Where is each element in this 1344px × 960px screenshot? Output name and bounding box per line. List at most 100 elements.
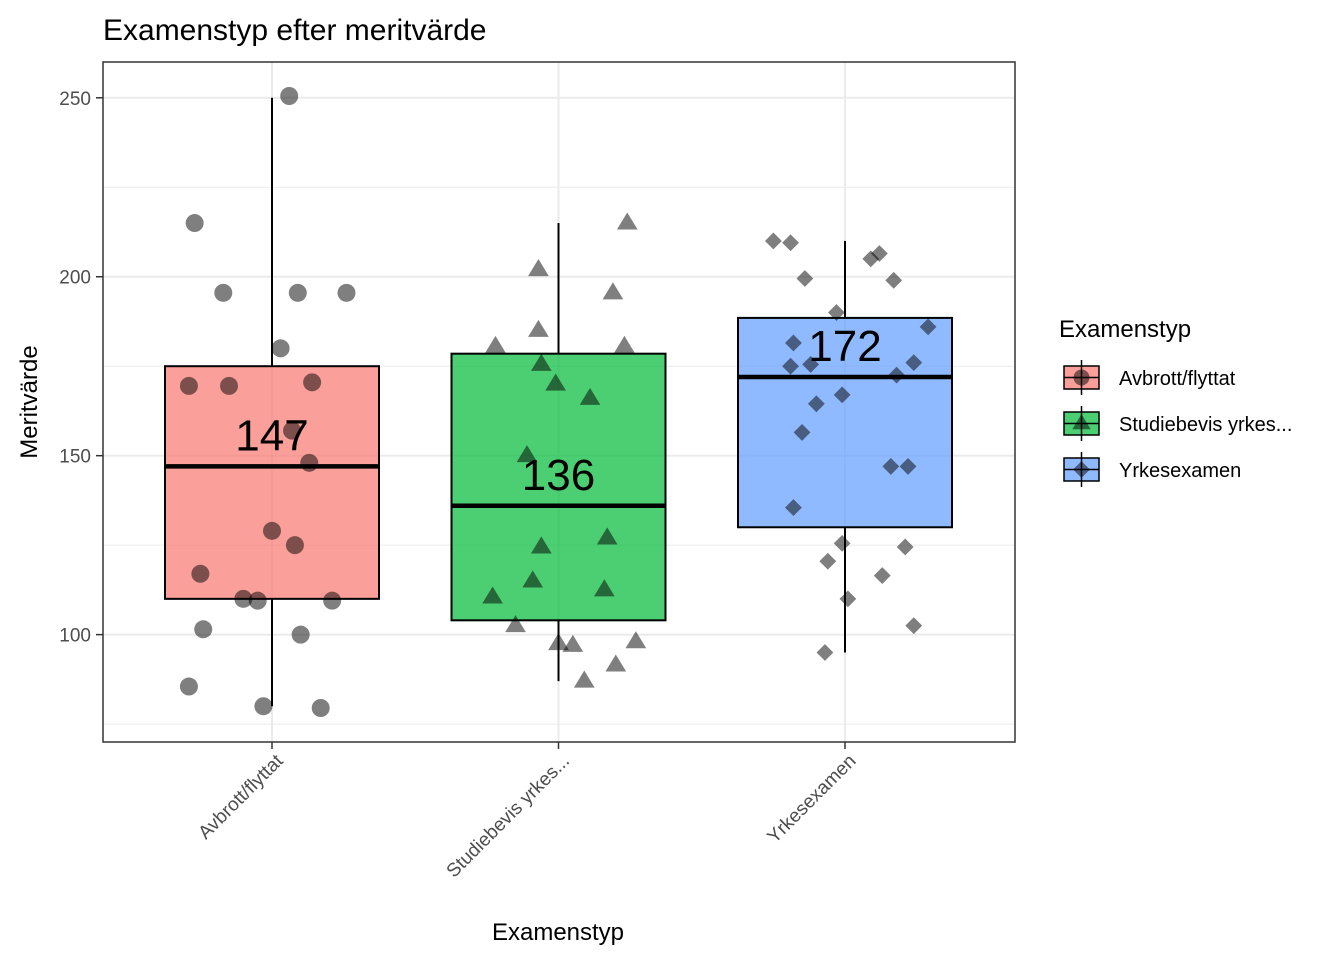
- x-axis: Avbrott/flyttat Studiebevis yrkes... Yrkes…: [195, 742, 861, 882]
- legend-key-marker: [1073, 369, 1090, 386]
- data-point: [905, 354, 923, 372]
- data-point: [882, 458, 900, 475]
- data-point: [545, 373, 566, 391]
- data-point: [885, 271, 903, 289]
- data-point: [764, 232, 782, 250]
- legend-title: Examenstyp: [1059, 316, 1191, 343]
- data-point: [899, 458, 917, 475]
- box-1: [164, 97, 380, 707]
- data-point: [782, 234, 799, 252]
- data-point: [191, 564, 210, 583]
- data-point: [839, 590, 857, 608]
- median-labels: 147 136 172: [235, 322, 881, 500]
- data-point: [285, 536, 304, 555]
- data-point: [482, 586, 503, 604]
- data-point: [573, 670, 595, 688]
- box-2: [450, 223, 667, 682]
- data-point: [311, 699, 330, 717]
- data-point: [323, 591, 342, 610]
- y-axis: 100 150 200 250: [59, 89, 103, 647]
- data-point: [602, 282, 624, 300]
- data-point: [288, 283, 307, 302]
- legend-entry-3: Yrkesexamen: [1063, 452, 1241, 487]
- box-iqr: [164, 365, 380, 600]
- median-label-2: 136: [522, 451, 595, 500]
- median-label-3: 172: [808, 322, 881, 371]
- data-point: [873, 567, 891, 584]
- y-tick-label: 200: [59, 268, 91, 289]
- data-point: [214, 283, 233, 302]
- data-point: [283, 421, 302, 440]
- data-point: [271, 339, 290, 358]
- data-point: [300, 453, 319, 472]
- data-point: [179, 677, 198, 696]
- legend-label: Studiebevis yrkes...: [1119, 414, 1292, 436]
- jitter-points: [179, 87, 937, 717]
- data-point: [248, 591, 267, 610]
- data-point: [337, 283, 356, 302]
- x-tick-label: Yrkesexamen: [764, 751, 861, 848]
- data-point: [919, 318, 937, 336]
- data-point: [833, 386, 851, 404]
- data-point: [819, 552, 837, 570]
- data-point: [485, 335, 506, 354]
- data-point: [785, 499, 802, 516]
- box-iqr: [737, 316, 953, 529]
- data-point: [605, 654, 627, 672]
- data-point: [862, 250, 880, 268]
- data-point: [303, 373, 322, 392]
- data-point: [782, 357, 799, 375]
- data-point: [625, 631, 647, 649]
- data-point: [596, 527, 618, 545]
- data-point: [505, 615, 526, 633]
- data-point: [516, 445, 538, 463]
- data-point: [614, 335, 635, 354]
- y-tick-label: 250: [59, 89, 91, 110]
- boxes: [164, 97, 953, 707]
- y-axis-title: Meritvärde: [16, 345, 43, 458]
- data-point: [522, 570, 544, 588]
- data-point: [816, 644, 834, 661]
- data-point: [234, 589, 253, 608]
- legend-key-marker: [1073, 461, 1090, 478]
- data-point: [793, 424, 811, 441]
- legend: Examenstyp Avbrott/flyttat Studiebevis yr…: [1059, 316, 1292, 487]
- data-point: [807, 395, 825, 413]
- data-point: [802, 356, 820, 373]
- legend-entry-1: Avbrott/flyttat: [1063, 360, 1236, 395]
- data-point: [185, 214, 204, 233]
- data-point: [796, 270, 814, 287]
- data-point: [530, 536, 552, 554]
- legend-key-marker: [1072, 414, 1091, 430]
- data-point: [179, 376, 198, 395]
- legend-label: Yrkesexamen: [1119, 460, 1241, 482]
- data-point: [579, 387, 601, 405]
- data-point: [616, 212, 638, 230]
- box-3: [737, 240, 953, 653]
- data-point: [220, 376, 239, 395]
- median-label-1: 147: [235, 411, 308, 460]
- data-point: [896, 538, 914, 556]
- box-iqr: [450, 352, 667, 622]
- data-point: [785, 334, 802, 352]
- chart-title: Examenstyp efter meritvärde: [103, 14, 486, 47]
- data-point: [528, 319, 549, 337]
- x-axis-title: Examenstyp: [492, 919, 624, 946]
- x-tick-label: Avbrott/flyttat: [195, 750, 289, 844]
- data-point: [833, 534, 851, 552]
- y-tick-label: 150: [59, 447, 91, 468]
- x-tick-label: Studiebevis yrkes...: [443, 751, 574, 882]
- data-point: [888, 366, 905, 384]
- data-point: [548, 632, 569, 651]
- data-point: [530, 353, 552, 371]
- data-point: [905, 617, 923, 635]
- data-point: [528, 258, 549, 277]
- data-point: [562, 634, 584, 652]
- data-point: [263, 521, 281, 540]
- legend-entry-2: Studiebevis yrkes...: [1063, 406, 1292, 441]
- legend-label: Avbrott/flyttat: [1119, 368, 1236, 390]
- data-point: [593, 579, 615, 597]
- data-point: [280, 87, 299, 105]
- data-point: [194, 620, 213, 639]
